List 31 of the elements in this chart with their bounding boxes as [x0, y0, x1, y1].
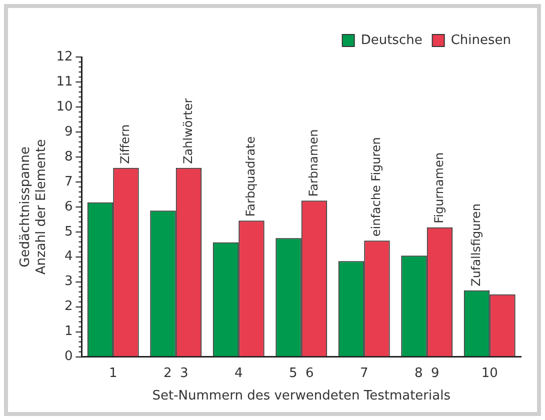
y-tick-label: 7: [64, 174, 73, 190]
y-tick-label: 10: [56, 99, 73, 114]
x-tick-label: 8 9: [414, 366, 440, 381]
legend-label: Deutsche: [360, 32, 422, 48]
y-tick-label: 1: [64, 324, 73, 340]
y-tick-label: 3: [64, 274, 73, 290]
x-tick-label: 7: [360, 366, 368, 381]
annotation: Farbquadrate: [244, 136, 258, 217]
y-tick-label: 11: [56, 74, 73, 90]
y-tick-label: 12: [56, 49, 73, 64]
y-tick-label: 9: [64, 124, 73, 140]
y-axis-title: Gedächtnisspanne Anzahl der Elemente: [18, 139, 49, 275]
y-tick-label: 4: [64, 249, 73, 264]
x-tick-label: 2 3: [163, 366, 188, 381]
annotation: Zufallsfiguren: [468, 204, 483, 286]
x-tick-label: 5 6: [288, 366, 314, 381]
x-tick-label: 4: [234, 366, 243, 381]
annotation: Ziffern: [118, 124, 132, 164]
x-tick-label: 10: [481, 366, 498, 381]
annotation: Figurnamen: [432, 152, 446, 224]
x-tick-label: 1: [108, 366, 118, 381]
annotation: einfache Figuren: [369, 137, 384, 237]
y-tick-label: 0: [64, 349, 73, 364]
annotation: Zahlwörter: [180, 98, 195, 164]
y-tick-label: 5: [64, 224, 73, 240]
x-axis-title: Set-Nummern des verwendeten Testmaterials: [152, 388, 451, 404]
legend-label: Chinesen: [450, 32, 512, 48]
annotation: Farbnamen: [306, 129, 320, 197]
y-tick-label: 2: [64, 299, 73, 314]
y-tick-label: 8: [64, 149, 73, 164]
y-tick-label: 6: [64, 199, 73, 214]
